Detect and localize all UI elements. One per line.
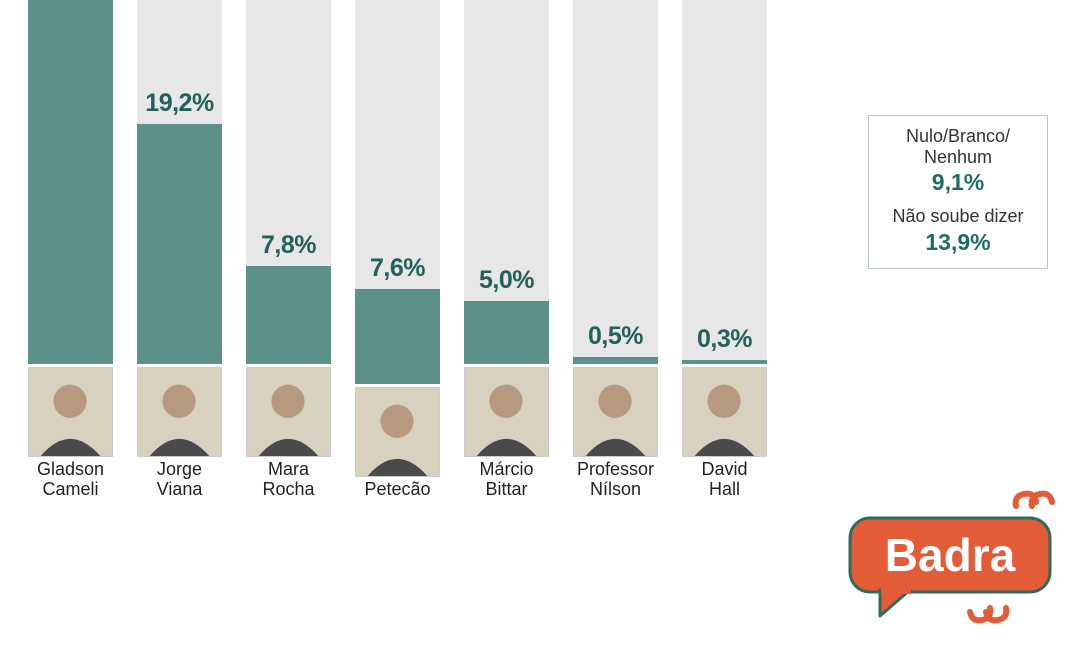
side-row2-label: Não soube dizer xyxy=(877,206,1039,227)
bar-col: 0,3% David Hall xyxy=(682,0,767,500)
bar-value-label: 19,2% xyxy=(137,89,222,118)
bar-value-label: 0,5% xyxy=(573,322,658,351)
candidate-photo xyxy=(246,367,331,457)
bar-col: 5,0% Márcio Bittar xyxy=(464,0,549,500)
candidate-name: Gladson Cameli xyxy=(37,459,104,500)
candidate-photo xyxy=(355,387,440,477)
bar-col: 36,5% Gladson Cameli xyxy=(28,0,113,500)
bar-value-label: 7,6% xyxy=(355,254,440,283)
svg-text:Badra: Badra xyxy=(885,529,1016,581)
bar-track: 5,0% xyxy=(464,0,549,364)
bar-col: 7,8% Mara Rocha xyxy=(246,0,331,500)
candidate-photo xyxy=(28,367,113,457)
candidate-photo xyxy=(464,367,549,457)
bar-fill xyxy=(355,289,440,384)
bar-track: 0,3% xyxy=(682,0,767,364)
candidate-name: Mara Rocha xyxy=(262,459,314,500)
bar-col: 0,5% Professor Nílson xyxy=(573,0,658,500)
bar-fill xyxy=(682,360,767,364)
bar-fill xyxy=(464,301,549,364)
candidate-name: Márcio Bittar xyxy=(479,459,533,500)
candidate-name: Jorge Viana xyxy=(157,459,203,500)
bar-fill xyxy=(28,0,113,364)
logo: Badra xyxy=(840,486,1060,626)
candidate-photo xyxy=(137,367,222,457)
bar-value-label: 5,0% xyxy=(464,266,549,295)
bar-fill xyxy=(137,124,222,364)
bar-track: 19,2% xyxy=(137,0,222,364)
candidate-name: Professor Nílson xyxy=(577,459,654,500)
side-info-box: Nulo/Branco/ Nenhum 9,1% Não soube dizer… xyxy=(868,115,1048,269)
bar-fill xyxy=(573,357,658,363)
bar-track: 0,5% xyxy=(573,0,658,364)
bar-track: 36,5% xyxy=(28,0,113,364)
bar-col: 19,2% Jorge Viana xyxy=(137,0,222,500)
bar-track: 7,8% xyxy=(246,0,331,364)
candidate-name: David Hall xyxy=(701,459,747,500)
candidate-photo xyxy=(573,367,658,457)
chart-area: 36,5% Gladson Cameli 19,2% Jorge Viana 7,8% M… xyxy=(20,0,820,656)
bar-track: 7,6% xyxy=(355,0,440,384)
bar-value-label: 0,3% xyxy=(682,325,767,354)
candidate-name: Petecão xyxy=(364,479,430,500)
bar-col: 7,6% Petecão xyxy=(355,0,440,500)
side-row1-value: 9,1% xyxy=(877,169,1039,196)
candidate-photo xyxy=(682,367,767,457)
bars-row: 36,5% Gladson Cameli 19,2% Jorge Viana 7,8% M… xyxy=(20,0,820,500)
bar-fill xyxy=(246,266,331,364)
bar-value-label: 7,8% xyxy=(246,231,331,260)
logo-svg: Badra xyxy=(840,486,1060,626)
side-row2-value: 13,9% xyxy=(877,229,1039,256)
side-row1-label: Nulo/Branco/ Nenhum xyxy=(877,126,1039,167)
